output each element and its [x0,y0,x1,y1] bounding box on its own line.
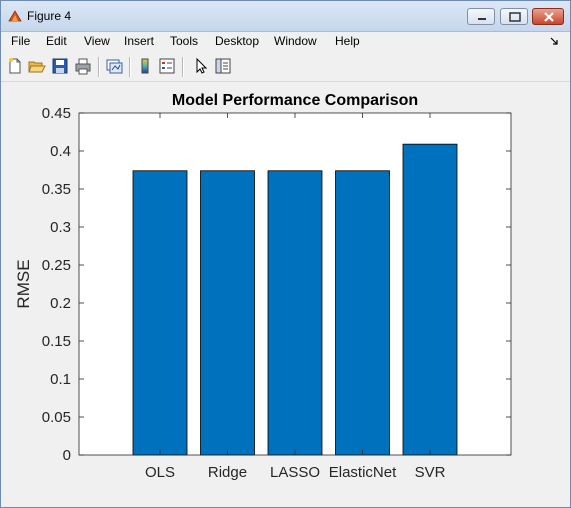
maximize-icon [509,12,521,22]
toolbar-separator [98,57,100,77]
bar-ols[interactable] [132,170,188,456]
title-bar[interactable]: Figure 4 [1,1,570,32]
close-icon [544,12,554,22]
axes-box [78,112,512,456]
toolbar-separator [129,57,131,77]
x-tick-label: Ridge [208,464,247,481]
y-axis-label: RMSE [14,259,33,308]
x-tick-label: OLS [145,464,175,481]
y-tick-label: 0.1 [50,371,71,388]
menu-view[interactable]: View [84,34,110,48]
x-tick-label: LASSO [270,464,320,481]
link-plot-icon[interactable] [105,57,123,75]
menu-help[interactable]: Help [335,34,360,48]
menu-edit[interactable]: Edit [46,34,67,48]
menu-tools[interactable]: Tools [170,34,199,48]
save-icon[interactable] [51,57,69,75]
y-tick-label: 0.2 [50,295,71,312]
y-tick-label: 0.05 [42,409,71,426]
bar-ridge[interactable] [200,170,255,456]
y-tick-label: 0.3 [50,219,71,236]
chart-title: Model Performance Comparison [172,92,418,109]
y-tick-label: 0.15 [42,333,71,350]
menu-window[interactable]: Window [274,34,317,48]
menu-desktop[interactable]: Desktop [215,34,260,48]
bar-chart: OLS Ridge LASSO ElasticNet SVR 0 0.05 0.1 0.15 0.… [14,92,512,481]
bar-lasso[interactable] [267,170,323,456]
menu-insert[interactable]: Insert [124,34,155,48]
minimize-icon [478,18,486,20]
y-tick-label: 0.25 [42,257,71,274]
new-figure-icon[interactable] [6,57,24,75]
close-button[interactable] [532,8,564,25]
property-editor-icon[interactable] [214,57,232,75]
y-tick-label: 0.35 [42,181,71,198]
menu-file[interactable]: File [11,34,31,48]
window-title: Figure 4 [27,9,72,23]
bar-svr[interactable] [402,143,458,456]
print-icon[interactable] [74,57,92,75]
toolbar [1,53,570,82]
y-tick-label: 0.4 [50,143,71,160]
x-tick-label: SVR [415,464,446,481]
dock-arrow-icon[interactable] [550,36,560,46]
legend-icon[interactable] [158,57,176,75]
minimize-button[interactable] [467,8,495,25]
bar-elasticnet[interactable] [335,170,390,456]
colorbar-icon[interactable] [136,57,154,75]
figure-canvas: OLS Ridge LASSO ElasticNet SVR 0 0.05 0.1 0.15 0.… [4,82,567,500]
pointer-icon[interactable] [192,57,210,75]
toolbar-separator [182,57,184,77]
maximize-button[interactable] [500,8,528,25]
x-tick-label: ElasticNet [329,464,397,481]
y-tick-label: 0.45 [42,105,71,122]
menu-bar: File Edit View Insert Tools Desktop Wind… [1,32,570,52]
y-tick-label: 0 [63,447,71,464]
open-file-icon[interactable] [28,57,46,75]
matlab-figure-icon [8,10,22,22]
